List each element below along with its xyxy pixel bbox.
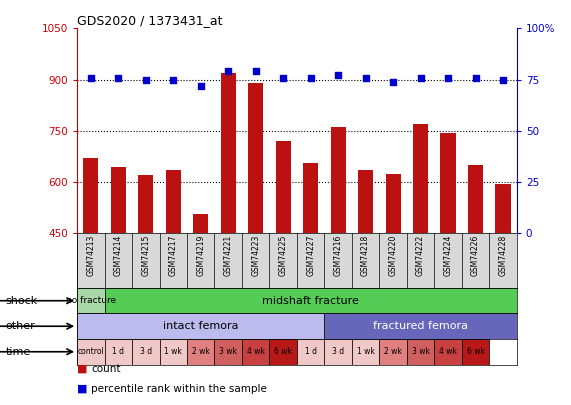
Bar [215, 339, 242, 365]
Text: GSM74213: GSM74213 [86, 235, 95, 276]
Text: 3 wk: 3 wk [412, 347, 429, 356]
Bar [303, 163, 318, 233]
Point [196, 83, 206, 89]
Bar [297, 339, 324, 365]
Bar [220, 73, 236, 233]
Bar [104, 339, 132, 365]
Bar [276, 141, 291, 233]
Point [141, 76, 150, 83]
Bar [242, 339, 270, 365]
Bar [462, 339, 489, 365]
Text: control: control [78, 347, 104, 356]
Bar [413, 124, 428, 233]
Text: midshaft fracture: midshaft fracture [262, 296, 359, 306]
Text: GSM74214: GSM74214 [114, 235, 123, 276]
Text: 6 wk: 6 wk [467, 347, 485, 356]
Text: percentile rank within the sample: percentile rank within the sample [91, 384, 267, 394]
Point [279, 74, 288, 81]
Point [471, 74, 480, 81]
Bar [111, 167, 126, 233]
Point [361, 74, 370, 81]
Text: GDS2020 / 1373431_at: GDS2020 / 1373431_at [77, 14, 223, 27]
Bar [407, 339, 435, 365]
Bar [77, 313, 324, 339]
Text: 4 wk: 4 wk [439, 347, 457, 356]
Text: GSM74217: GSM74217 [169, 235, 178, 276]
Bar [385, 173, 401, 233]
Bar [468, 165, 483, 233]
Bar [248, 83, 263, 233]
Text: 1 wk: 1 wk [357, 347, 375, 356]
Text: GSM74220: GSM74220 [389, 235, 397, 276]
Text: other: other [6, 321, 35, 331]
Bar [159, 339, 187, 365]
Point [416, 74, 425, 81]
Point [306, 74, 315, 81]
Text: ■: ■ [77, 384, 87, 394]
Text: GSM74218: GSM74218 [361, 235, 370, 276]
Bar [435, 339, 462, 365]
Bar [193, 215, 208, 233]
Bar [187, 339, 215, 365]
Text: 4 wk: 4 wk [247, 347, 265, 356]
Bar [270, 339, 297, 365]
Bar [352, 339, 379, 365]
Bar [83, 158, 98, 233]
Text: GSM74228: GSM74228 [498, 235, 508, 276]
Text: 1 wk: 1 wk [164, 347, 182, 356]
Text: count: count [91, 364, 121, 373]
Bar [324, 313, 517, 339]
Text: GSM74224: GSM74224 [444, 235, 453, 276]
Text: 3 d: 3 d [332, 347, 344, 356]
Text: 1 d: 1 d [305, 347, 317, 356]
Text: 1 d: 1 d [112, 347, 124, 356]
Bar [496, 184, 510, 233]
Text: ■: ■ [77, 364, 87, 373]
Bar [440, 132, 456, 233]
Text: 2 wk: 2 wk [192, 347, 210, 356]
Text: GSM74225: GSM74225 [279, 235, 288, 276]
Bar [358, 170, 373, 233]
Point [444, 74, 453, 81]
Point [168, 76, 178, 83]
Text: GSM74215: GSM74215 [141, 235, 150, 276]
Text: GSM74227: GSM74227 [306, 235, 315, 276]
Bar [77, 288, 104, 313]
Text: 6 wk: 6 wk [274, 347, 292, 356]
Bar [324, 339, 352, 365]
Point [224, 68, 233, 75]
Bar [132, 339, 159, 365]
Bar [379, 339, 407, 365]
Point [498, 76, 508, 83]
Bar [77, 339, 104, 365]
Bar [138, 175, 154, 233]
Text: intact femora: intact femora [163, 321, 239, 331]
Text: GSM74221: GSM74221 [224, 235, 233, 276]
Point [333, 72, 343, 79]
Bar [331, 128, 345, 233]
Text: GSM74219: GSM74219 [196, 235, 205, 276]
Text: 3 d: 3 d [140, 347, 152, 356]
Text: GSM74216: GSM74216 [333, 235, 343, 276]
Bar [166, 170, 181, 233]
Text: GSM74222: GSM74222 [416, 235, 425, 276]
Text: GSM74223: GSM74223 [251, 235, 260, 276]
Text: fractured femora: fractured femora [373, 321, 468, 331]
Text: time: time [6, 347, 31, 357]
Point [251, 68, 260, 75]
Text: shock: shock [6, 296, 38, 306]
Text: 2 wk: 2 wk [384, 347, 402, 356]
Point [86, 74, 95, 81]
Text: no fracture: no fracture [66, 296, 116, 305]
Text: 3 wk: 3 wk [219, 347, 237, 356]
Point [114, 74, 123, 81]
Point [388, 79, 397, 85]
Text: GSM74226: GSM74226 [471, 235, 480, 276]
